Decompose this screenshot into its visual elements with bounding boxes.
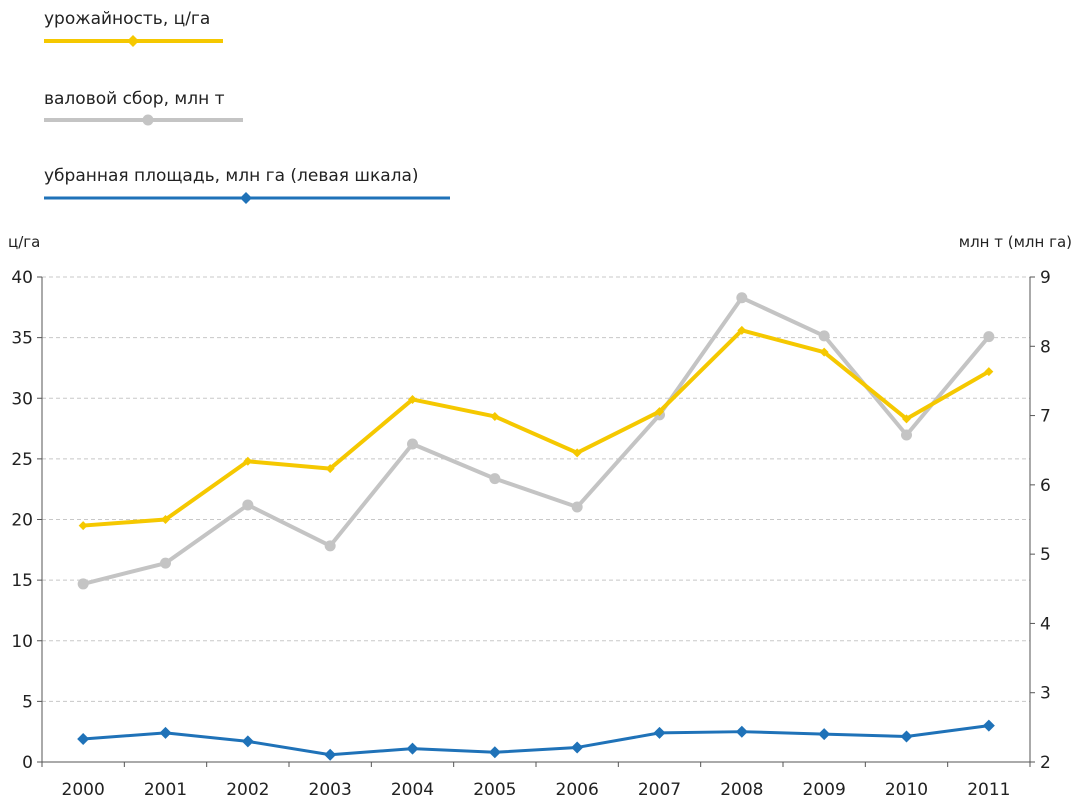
data-point — [77, 732, 90, 745]
data-point — [489, 473, 501, 485]
axes — [37, 276, 1035, 767]
legend-label-area: убранная площадь, млн га (левая шкала) — [44, 166, 419, 186]
series-line — [83, 328, 990, 528]
right-tick-label: 3 — [1040, 684, 1051, 704]
data-point — [983, 331, 995, 343]
left-tick-label: 40 — [11, 268, 33, 288]
data-point — [490, 411, 500, 421]
data-point — [902, 414, 911, 424]
right-tick-label: 7 — [1040, 407, 1051, 427]
data-point — [818, 330, 830, 342]
x-tick-label: 2003 — [309, 780, 352, 800]
x-tick-label: 2006 — [556, 780, 599, 800]
data-point — [737, 325, 747, 335]
left-tick-label: 15 — [11, 571, 33, 591]
data-point — [407, 438, 418, 450]
x-tick-label: 2000 — [62, 780, 105, 800]
data-point — [818, 728, 831, 741]
left-tick-label: 10 — [11, 632, 33, 652]
data-point — [653, 726, 666, 739]
series-2 — [77, 719, 995, 761]
data-point — [325, 464, 335, 474]
data-point — [735, 725, 748, 738]
data-point — [241, 735, 254, 748]
x-tick-label: 2001 — [144, 780, 187, 800]
right-tick-label: 6 — [1040, 476, 1051, 496]
right-tick-label: 8 — [1040, 337, 1051, 357]
data-point — [984, 367, 994, 377]
legend-label-harvest: валовой сбор, млн т — [44, 89, 225, 109]
data-point — [736, 292, 748, 304]
legend-item-harvest: валовой сбор, млн т — [44, 89, 243, 126]
right-tick-label: 2 — [1040, 753, 1051, 773]
legend: урожайность, ц/га валовой сбор, млн т уб… — [44, 9, 450, 204]
x-tick-label: 2005 — [473, 780, 516, 800]
right-tick-label: 5 — [1040, 545, 1051, 565]
data-point — [243, 456, 253, 466]
data-point — [571, 501, 583, 513]
right-tick-label: 9 — [1040, 268, 1051, 288]
data-point — [161, 515, 170, 524]
data-point — [488, 746, 501, 759]
data-point — [324, 540, 336, 552]
legend-label-yield: урожайность, ц/га — [44, 9, 210, 29]
left-tick-label: 35 — [11, 329, 33, 349]
data-point — [77, 578, 89, 590]
series-0 — [78, 325, 994, 531]
data-point — [408, 394, 417, 404]
left-tick-label: 20 — [11, 511, 33, 531]
data-point — [819, 347, 829, 357]
x-tick-label: 2009 — [803, 780, 846, 800]
left-tick-label: 0 — [22, 753, 33, 773]
data-point — [982, 719, 995, 732]
x-tick-label: 2002 — [226, 780, 269, 800]
data-point — [160, 557, 171, 569]
gridlines — [42, 276, 1030, 702]
series-line — [82, 295, 991, 586]
right-tick-label: 4 — [1040, 614, 1051, 634]
data-point — [571, 741, 584, 754]
x-tick-label: 2008 — [720, 780, 763, 800]
legend-item-yield: урожайность, ц/га — [44, 9, 223, 47]
series-1 — [77, 292, 995, 590]
series-line — [83, 724, 990, 757]
data-point — [242, 499, 254, 511]
legend-marker-yield — [127, 35, 139, 47]
x-tick-label: 2007 — [638, 780, 681, 800]
data-point — [324, 748, 337, 761]
data-point — [901, 429, 912, 441]
data-point — [406, 742, 419, 755]
data-point — [572, 448, 582, 458]
left-tick-label: 30 — [11, 389, 33, 409]
right-axis-unit: млн т (млн га) — [959, 233, 1072, 251]
data-point — [655, 407, 664, 417]
data-point — [78, 521, 88, 531]
legend-item-area: убранная площадь, млн га (левая шкала) — [44, 166, 450, 204]
left-tick-label: 25 — [11, 450, 33, 470]
data-point — [900, 730, 913, 743]
x-tick-label: 2011 — [967, 780, 1010, 800]
left-axis-unit: ц/га — [8, 233, 40, 251]
left-tick-label: 5 — [22, 692, 33, 712]
x-tick-label: 2010 — [885, 780, 928, 800]
series — [77, 292, 995, 761]
legend-marker-area — [240, 192, 252, 204]
data-point — [159, 726, 172, 739]
x-tick-label: 2004 — [391, 780, 434, 800]
legend-marker-harvest — [142, 114, 154, 126]
tick-labels: 0 5 10 15 20 25 30 35 40 2 3 4 5 6 7 8 9 2000 2001 2002 2003… — [11, 268, 1050, 800]
